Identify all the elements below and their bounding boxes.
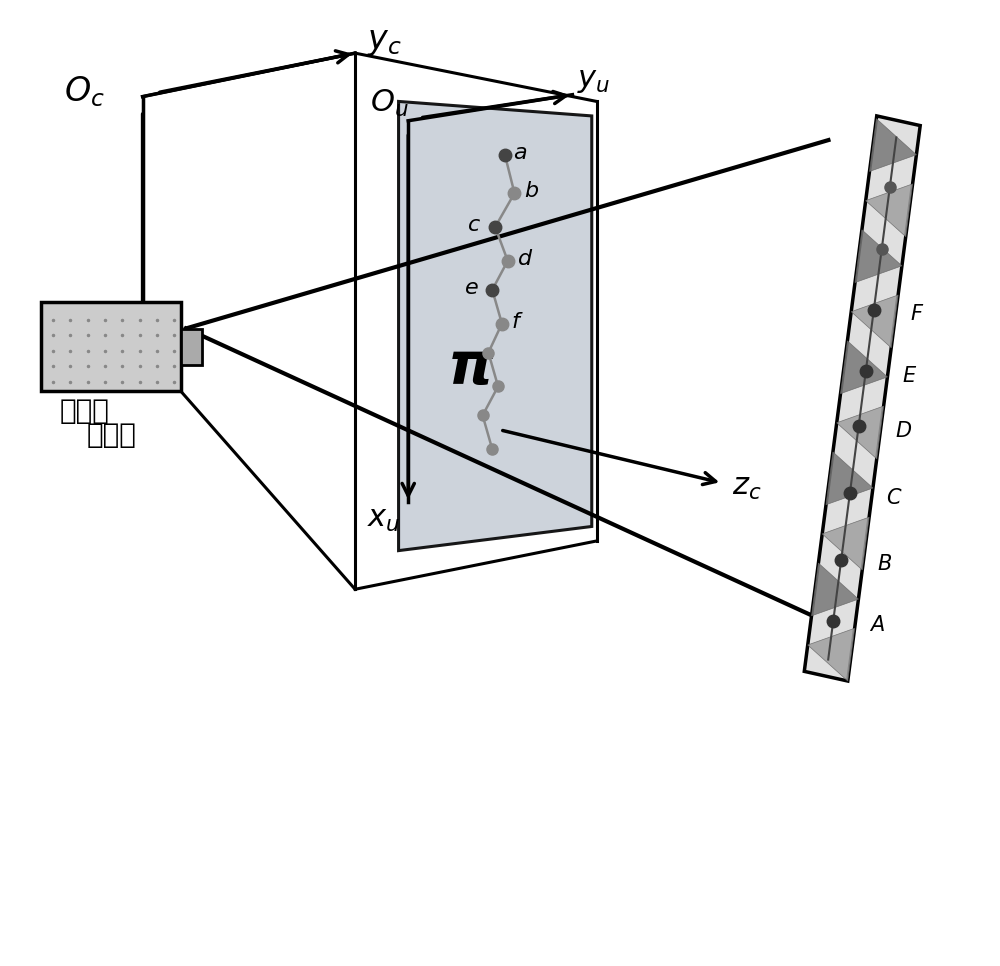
Polygon shape [808,628,855,681]
Text: $z_c$: $z_c$ [732,473,761,502]
Text: $e$: $e$ [464,278,478,298]
Text: $C$: $C$ [886,488,903,508]
Text: $F$: $F$ [910,304,924,325]
Polygon shape [812,563,858,616]
Polygon shape [822,517,869,570]
Bar [41,302,181,391]
Text: $A$: $A$ [869,615,885,636]
Polygon shape [826,452,873,504]
Text: $a$: $a$ [513,143,527,162]
Text: $f$: $f$ [511,312,524,331]
Polygon shape [804,116,920,681]
Polygon shape [399,101,592,551]
Text: $x_c$: $x_c$ [72,341,107,374]
Text: $B$: $B$ [877,554,893,575]
Bar [181,329,202,364]
Polygon shape [869,119,916,172]
Polygon shape [866,184,913,237]
Text: 激光器: 激光器 [86,421,136,448]
Text: $E$: $E$ [902,365,917,385]
Text: $O_c$: $O_c$ [64,74,105,109]
Polygon shape [837,406,884,459]
Text: $D$: $D$ [895,421,912,441]
Text: $x_u$: $x_u$ [367,505,401,534]
Text: $d$: $d$ [517,249,533,269]
Text: $c$: $c$ [467,215,481,235]
Text: $b$: $b$ [524,182,539,201]
Text: $y_u$: $y_u$ [577,66,610,95]
Polygon shape [851,295,898,348]
Polygon shape [855,230,902,282]
Text: $\boldsymbol{\pi}$: $\boldsymbol{\pi}$ [447,338,495,396]
Text: $y_c$: $y_c$ [367,25,402,58]
Text: 摄像机: 摄像机 [60,397,110,424]
Text: $O_u$: $O_u$ [370,88,408,119]
Polygon shape [841,341,887,394]
